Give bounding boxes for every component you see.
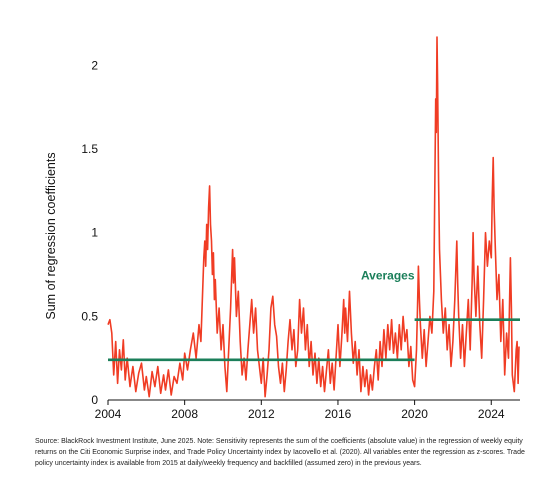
y-tick-label: 1.5: [81, 142, 98, 156]
averages-label: Averages: [361, 269, 415, 283]
y-tick-label: 0.5: [81, 309, 98, 323]
y-axis-label: Sum of regression coefficients: [44, 152, 58, 319]
x-tick-label: 2004: [95, 407, 122, 421]
x-tick-label: 2008: [171, 407, 198, 421]
x-tick-label: 2024: [478, 407, 505, 421]
y-tick-label: 0: [91, 393, 98, 407]
source-note: Source: BlackRock Investment Institute, …: [35, 438, 525, 467]
y-tick-label: 1: [91, 226, 98, 240]
x-tick-label: 2016: [325, 407, 352, 421]
y-axis: 0 0.5 1 1.5 2: [81, 58, 98, 407]
x-tick-label: 2020: [401, 407, 428, 421]
averages-lines: [108, 318, 520, 362]
x-tick-label: 2012: [248, 407, 275, 421]
line-chart: 0 0.5 1 1.5 2 2004 2008 2012 2016 2020 2024 Avera…: [44, 36, 520, 421]
x-axis: 2004 2008 2012 2016 2020 2024: [95, 400, 505, 421]
y-tick-label: 2: [91, 58, 98, 72]
series-line: [107, 36, 520, 398]
